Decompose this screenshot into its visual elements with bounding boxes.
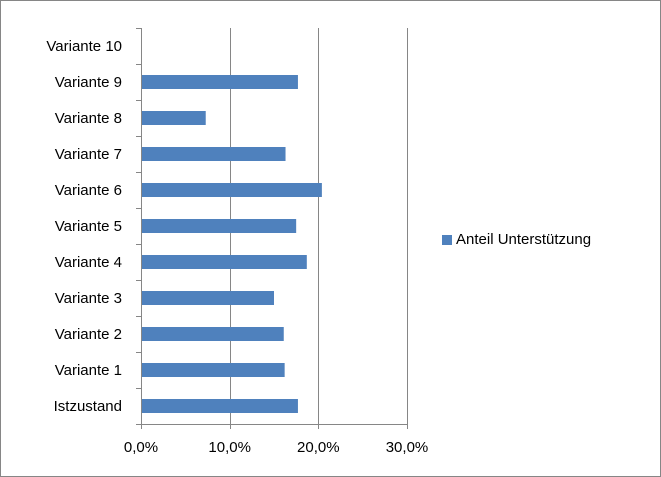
x-tick-label: 30,0% — [386, 439, 429, 456]
category-label: Variante 5 — [55, 218, 122, 235]
bar-variante-7 — [142, 147, 286, 161]
category-label: Variante 8 — [55, 110, 122, 127]
x-tick-label: 20,0% — [297, 439, 340, 456]
category-label: Variante 2 — [55, 326, 122, 343]
category-label: Variante 1 — [55, 362, 122, 379]
legend-swatch — [442, 234, 452, 245]
x-tick-label: 0,0% — [124, 439, 158, 456]
category-label: Istzustand — [54, 398, 122, 415]
bar-variante-2 — [142, 327, 284, 341]
legend-label: Anteil Unterstützung — [456, 231, 592, 248]
category-label: Variante 6 — [55, 182, 122, 199]
category-label: Variante 10 — [46, 38, 122, 55]
bar-istzustand — [142, 399, 298, 413]
category-label: Variante 3 — [55, 290, 122, 307]
bar-variante-9 — [142, 75, 298, 89]
bar-variante-3 — [142, 291, 274, 305]
bar-variante-6 — [142, 183, 322, 197]
category-label: Variante 7 — [55, 146, 122, 163]
bar-variante-1 — [142, 363, 285, 377]
category-label: Variante 4 — [55, 254, 122, 271]
bar-variante-8 — [142, 111, 206, 125]
bar-variante-4 — [142, 255, 307, 269]
legend: Anteil Unterstützung — [442, 231, 591, 248]
x-tick-label: 10,0% — [208, 439, 251, 456]
category-label: Variante 9 — [55, 74, 122, 91]
bar-variante-5 — [142, 219, 297, 233]
